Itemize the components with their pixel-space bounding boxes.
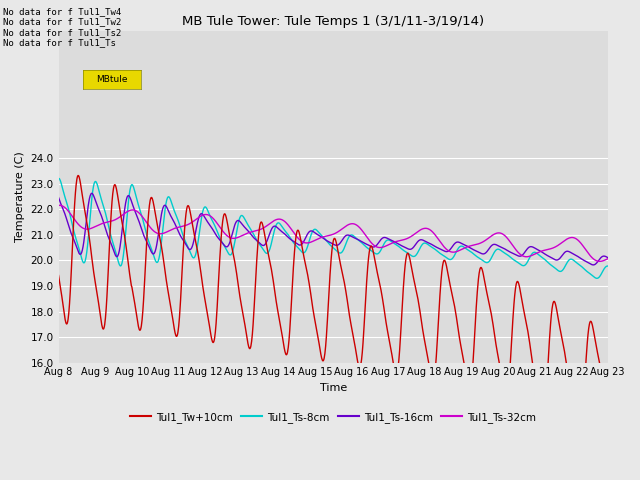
Title: MB Tule Tower: Tule Temps 1 (3/1/11-3/19/14): MB Tule Tower: Tule Temps 1 (3/1/11-3/19…	[182, 15, 484, 28]
Y-axis label: Temperature (C): Temperature (C)	[15, 151, 25, 242]
Text: MBtule: MBtule	[96, 75, 128, 84]
Legend: Tul1_Tw+10cm, Tul1_Ts-8cm, Tul1_Ts-16cm, Tul1_Ts-32cm: Tul1_Tw+10cm, Tul1_Ts-8cm, Tul1_Ts-16cm,…	[126, 408, 540, 427]
X-axis label: Time: Time	[319, 383, 347, 393]
Text: No data for f Tul1_Tw4
No data for f Tul1_Tw2
No data for f Tul1_Ts2
No data for: No data for f Tul1_Tw4 No data for f Tul…	[3, 7, 122, 48]
